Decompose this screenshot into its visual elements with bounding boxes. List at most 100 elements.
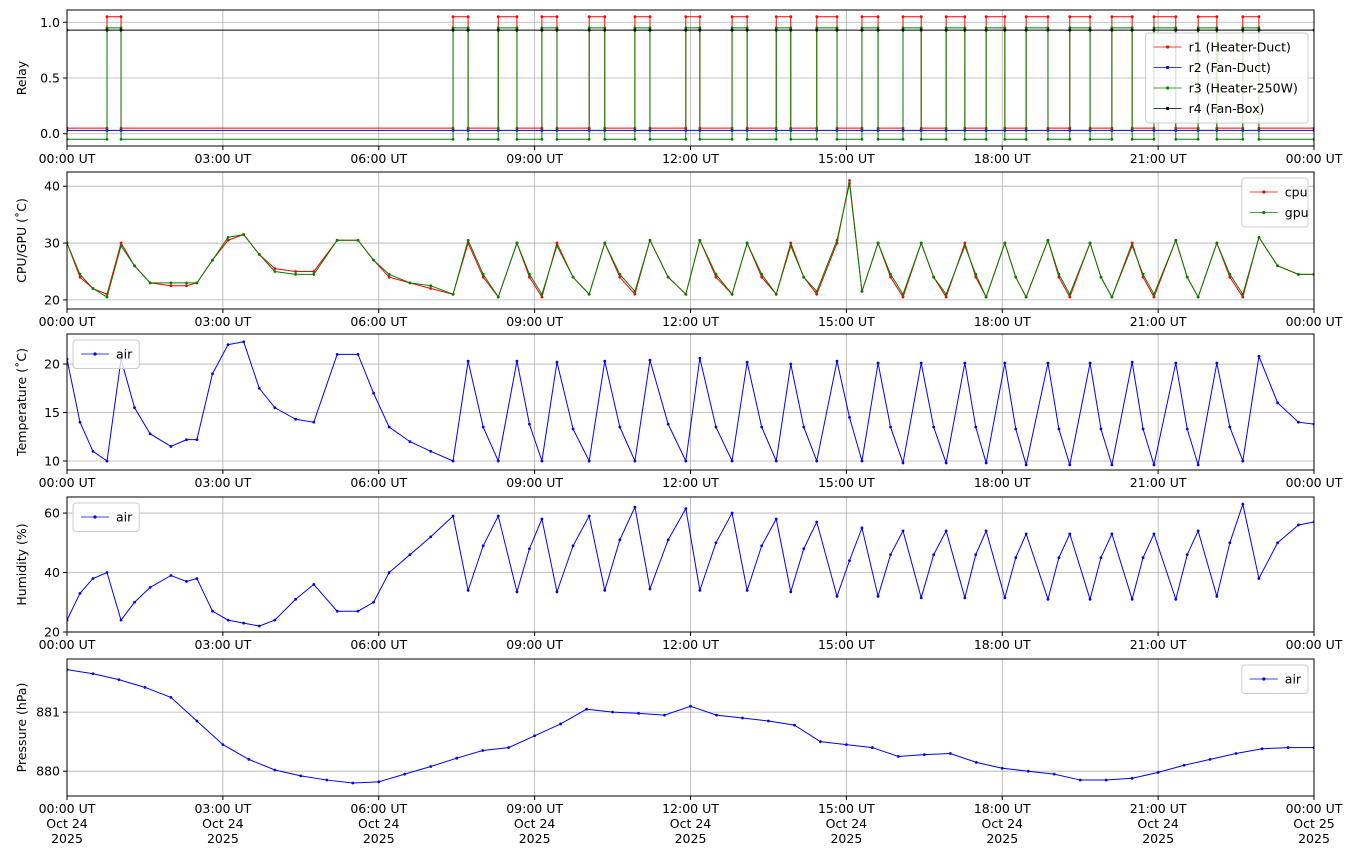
data-point	[815, 520, 819, 524]
data-point	[528, 422, 531, 426]
data-point	[1130, 26, 1134, 30]
x-tick-label-line: 18:00 UT	[974, 801, 1031, 816]
data-point	[195, 438, 199, 442]
data-point	[860, 289, 864, 293]
data-point	[1241, 28, 1245, 32]
data-point	[1141, 556, 1145, 560]
x-tick-label-line: 09:00 UT	[506, 801, 563, 816]
data-point	[117, 678, 121, 682]
data-point	[1003, 28, 1007, 32]
data-point	[1185, 553, 1189, 557]
axes-frame	[66, 658, 1315, 797]
x-tick-label-line: 2025	[830, 831, 862, 846]
data-point	[78, 591, 82, 595]
data-point	[648, 15, 652, 19]
data-point	[387, 571, 391, 574]
data-point	[91, 672, 95, 676]
data-point	[1110, 532, 1114, 536]
data-point	[835, 137, 839, 141]
data-point	[312, 272, 316, 276]
data-point	[876, 241, 880, 245]
data-point	[169, 445, 173, 448]
x-tick-label: 00:00 UT	[1286, 151, 1343, 166]
data-point	[815, 28, 819, 32]
data-point	[91, 287, 95, 290]
data-point	[466, 588, 470, 592]
data-point	[889, 275, 892, 279]
data-point	[559, 722, 563, 726]
data-point	[974, 760, 978, 764]
data-point	[919, 596, 923, 600]
data-point	[555, 244, 559, 248]
plot-area	[67, 179, 1314, 299]
y-tick-label: 10	[44, 453, 60, 468]
y-tick-label: 20	[44, 357, 60, 372]
data-point	[974, 272, 978, 276]
x-tick-label-line: Oct 24	[982, 816, 1024, 831]
data-point	[974, 553, 978, 557]
data-point	[226, 238, 230, 242]
data-point	[247, 757, 251, 761]
data-point	[356, 609, 360, 613]
data-point	[312, 270, 316, 273]
data-point	[1215, 361, 1219, 365]
data-point	[481, 749, 485, 752]
x-tick-label-line: 00:00 UT	[1286, 801, 1343, 816]
data-point	[919, 241, 923, 245]
x-tick-label: 09:00 UT	[506, 151, 563, 166]
data-point	[273, 768, 277, 772]
y-tick-label: 881	[36, 705, 60, 720]
data-point	[1215, 26, 1219, 30]
x-tick-label-line: 03:00 UT	[194, 801, 251, 816]
x-tick-label: 15:00 UT	[818, 475, 875, 490]
x-tick-label: 12:00 UT	[662, 475, 719, 490]
data-point	[633, 289, 637, 293]
data-point	[587, 459, 591, 463]
data-point	[835, 359, 839, 363]
data-point	[1024, 15, 1028, 19]
data-point	[1257, 26, 1261, 30]
data-point	[633, 505, 637, 509]
x-tick-label-line: Oct 24	[1137, 816, 1179, 831]
data-point	[698, 588, 702, 592]
series-line	[67, 341, 1314, 467]
x-tick-label-line: 12:00 UT	[662, 801, 719, 816]
data-point	[974, 425, 978, 429]
data-point	[555, 137, 559, 141]
data-point	[273, 618, 277, 622]
data-point	[1068, 463, 1072, 467]
data-point	[481, 272, 485, 276]
data-point	[195, 719, 199, 723]
data-point	[195, 281, 199, 285]
data-point	[496, 137, 500, 141]
data-point	[1241, 292, 1245, 296]
x-tick-label: 00:00 UT Oct 24 2025	[39, 801, 96, 846]
data-point	[1052, 772, 1056, 776]
data-point	[1110, 137, 1114, 141]
data-point	[684, 459, 688, 463]
legend-marker	[1166, 106, 1170, 111]
legend: r1 (Heater-Duct) r2 (Fan-Duct) r3 (Heater-…	[1145, 32, 1309, 124]
y-tick-label: 30	[44, 236, 60, 251]
data-point	[1068, 26, 1072, 30]
y-tick-label: 60	[44, 506, 60, 521]
data-point	[745, 360, 749, 364]
data-point	[1228, 541, 1232, 545]
axes-frame	[66, 9, 1315, 147]
data-point	[221, 743, 225, 747]
data-point	[587, 15, 591, 19]
series-line	[67, 183, 1314, 299]
data-point	[745, 137, 749, 141]
data-point	[730, 459, 734, 463]
data-point	[540, 295, 544, 299]
data-point	[698, 137, 702, 141]
x-tick-label: 09:00 UT	[506, 637, 563, 652]
x-tick-label-line: 2025	[519, 831, 551, 846]
x-tick-label: 00:00 UT	[39, 475, 96, 490]
x-tick-label: 06:00 UT	[350, 637, 407, 652]
data-point	[148, 432, 152, 436]
data-point	[335, 238, 339, 242]
data-point	[387, 275, 391, 279]
axes-frame	[66, 171, 1315, 310]
x-tick-label: 03:00 UT	[194, 637, 251, 652]
